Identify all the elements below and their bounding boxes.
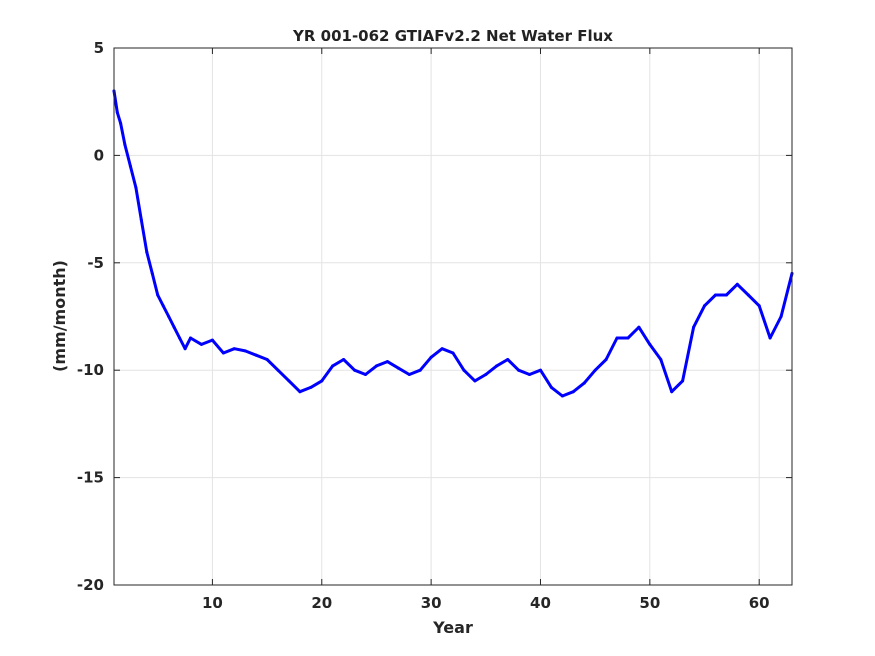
data-point [648, 342, 652, 346]
data-point [528, 373, 531, 376]
plot-frame [113, 47, 793, 586]
data-point [145, 250, 149, 254]
series-line-0 [112, 89, 794, 398]
data-point [331, 364, 335, 368]
data-point [779, 315, 783, 318]
data-point [287, 379, 291, 383]
data-point [243, 349, 247, 353]
data-point [670, 390, 674, 394]
data-point [681, 379, 685, 383]
y-tick-label: -20 [77, 576, 104, 594]
data-point [615, 336, 619, 340]
data-point [342, 358, 346, 361]
y-tick-label: 5 [94, 39, 104, 57]
data-point [714, 293, 717, 297]
series-line-layer [112, 89, 794, 398]
x-tick-label: 30 [421, 594, 442, 612]
data-point [265, 358, 269, 361]
y-tick-label: -15 [77, 469, 104, 487]
data-point [768, 336, 772, 340]
data-point [506, 358, 510, 361]
data-point [407, 373, 411, 376]
data-point [462, 368, 466, 372]
data-point [200, 342, 203, 346]
data-point [298, 390, 302, 394]
data-point [571, 390, 575, 394]
chart-title: YR 001-062 GTIAFv2.2 Net Water Flux [292, 27, 613, 45]
data-point [139, 218, 143, 222]
data-point [134, 186, 138, 190]
data-point [254, 353, 258, 357]
data-point [517, 368, 521, 372]
data-point [156, 293, 160, 297]
data-point [440, 347, 444, 351]
data-point [364, 373, 367, 376]
data-point [451, 351, 455, 355]
y-axis-label: (mm/month) [50, 260, 69, 372]
data-point [495, 364, 499, 368]
data-point [210, 338, 214, 342]
data-point [757, 304, 761, 308]
data-point [735, 282, 739, 286]
data-point [582, 381, 586, 385]
data-point [183, 347, 187, 351]
data-point [724, 293, 728, 297]
x-tick-label: 50 [639, 594, 660, 612]
data-point [167, 315, 171, 318]
data-point [178, 336, 182, 340]
data-point [560, 394, 564, 398]
x-tick-label: 60 [749, 594, 770, 612]
y-tick-label: 0 [94, 146, 104, 164]
data-point [172, 325, 176, 329]
data-point [115, 110, 119, 114]
data-point [659, 358, 663, 361]
data-point [353, 368, 357, 372]
data-point [221, 351, 225, 355]
data-point [232, 347, 236, 351]
data-point [320, 379, 324, 383]
x-tick-label: 10 [202, 594, 223, 612]
data-point [604, 358, 608, 361]
x-tick-label: 20 [311, 594, 332, 612]
y-tick-label: -5 [87, 254, 104, 272]
data-point [593, 368, 597, 372]
data-point [746, 293, 750, 297]
data-point [473, 379, 477, 383]
data-point [396, 366, 400, 370]
data-point [375, 364, 378, 368]
data-point [703, 304, 706, 308]
data-point [128, 164, 132, 168]
x-axis-label: Year [432, 618, 473, 637]
data-point [161, 304, 165, 308]
data-point [276, 368, 280, 372]
data-point [189, 336, 192, 340]
data-point [539, 368, 542, 372]
gridlines [114, 47, 792, 586]
data-point [123, 143, 127, 147]
x-tick-label: 40 [530, 594, 551, 612]
data-point [385, 360, 389, 364]
data-point [549, 385, 553, 389]
data-point [692, 325, 696, 329]
data-point [484, 373, 488, 376]
data-point [150, 272, 154, 275]
data-point [637, 325, 641, 329]
data-point [418, 368, 422, 372]
data-point [119, 121, 123, 125]
data-point [626, 336, 630, 340]
data-point [429, 355, 433, 359]
y-tick-label: -10 [77, 361, 104, 379]
data-point [309, 385, 313, 389]
